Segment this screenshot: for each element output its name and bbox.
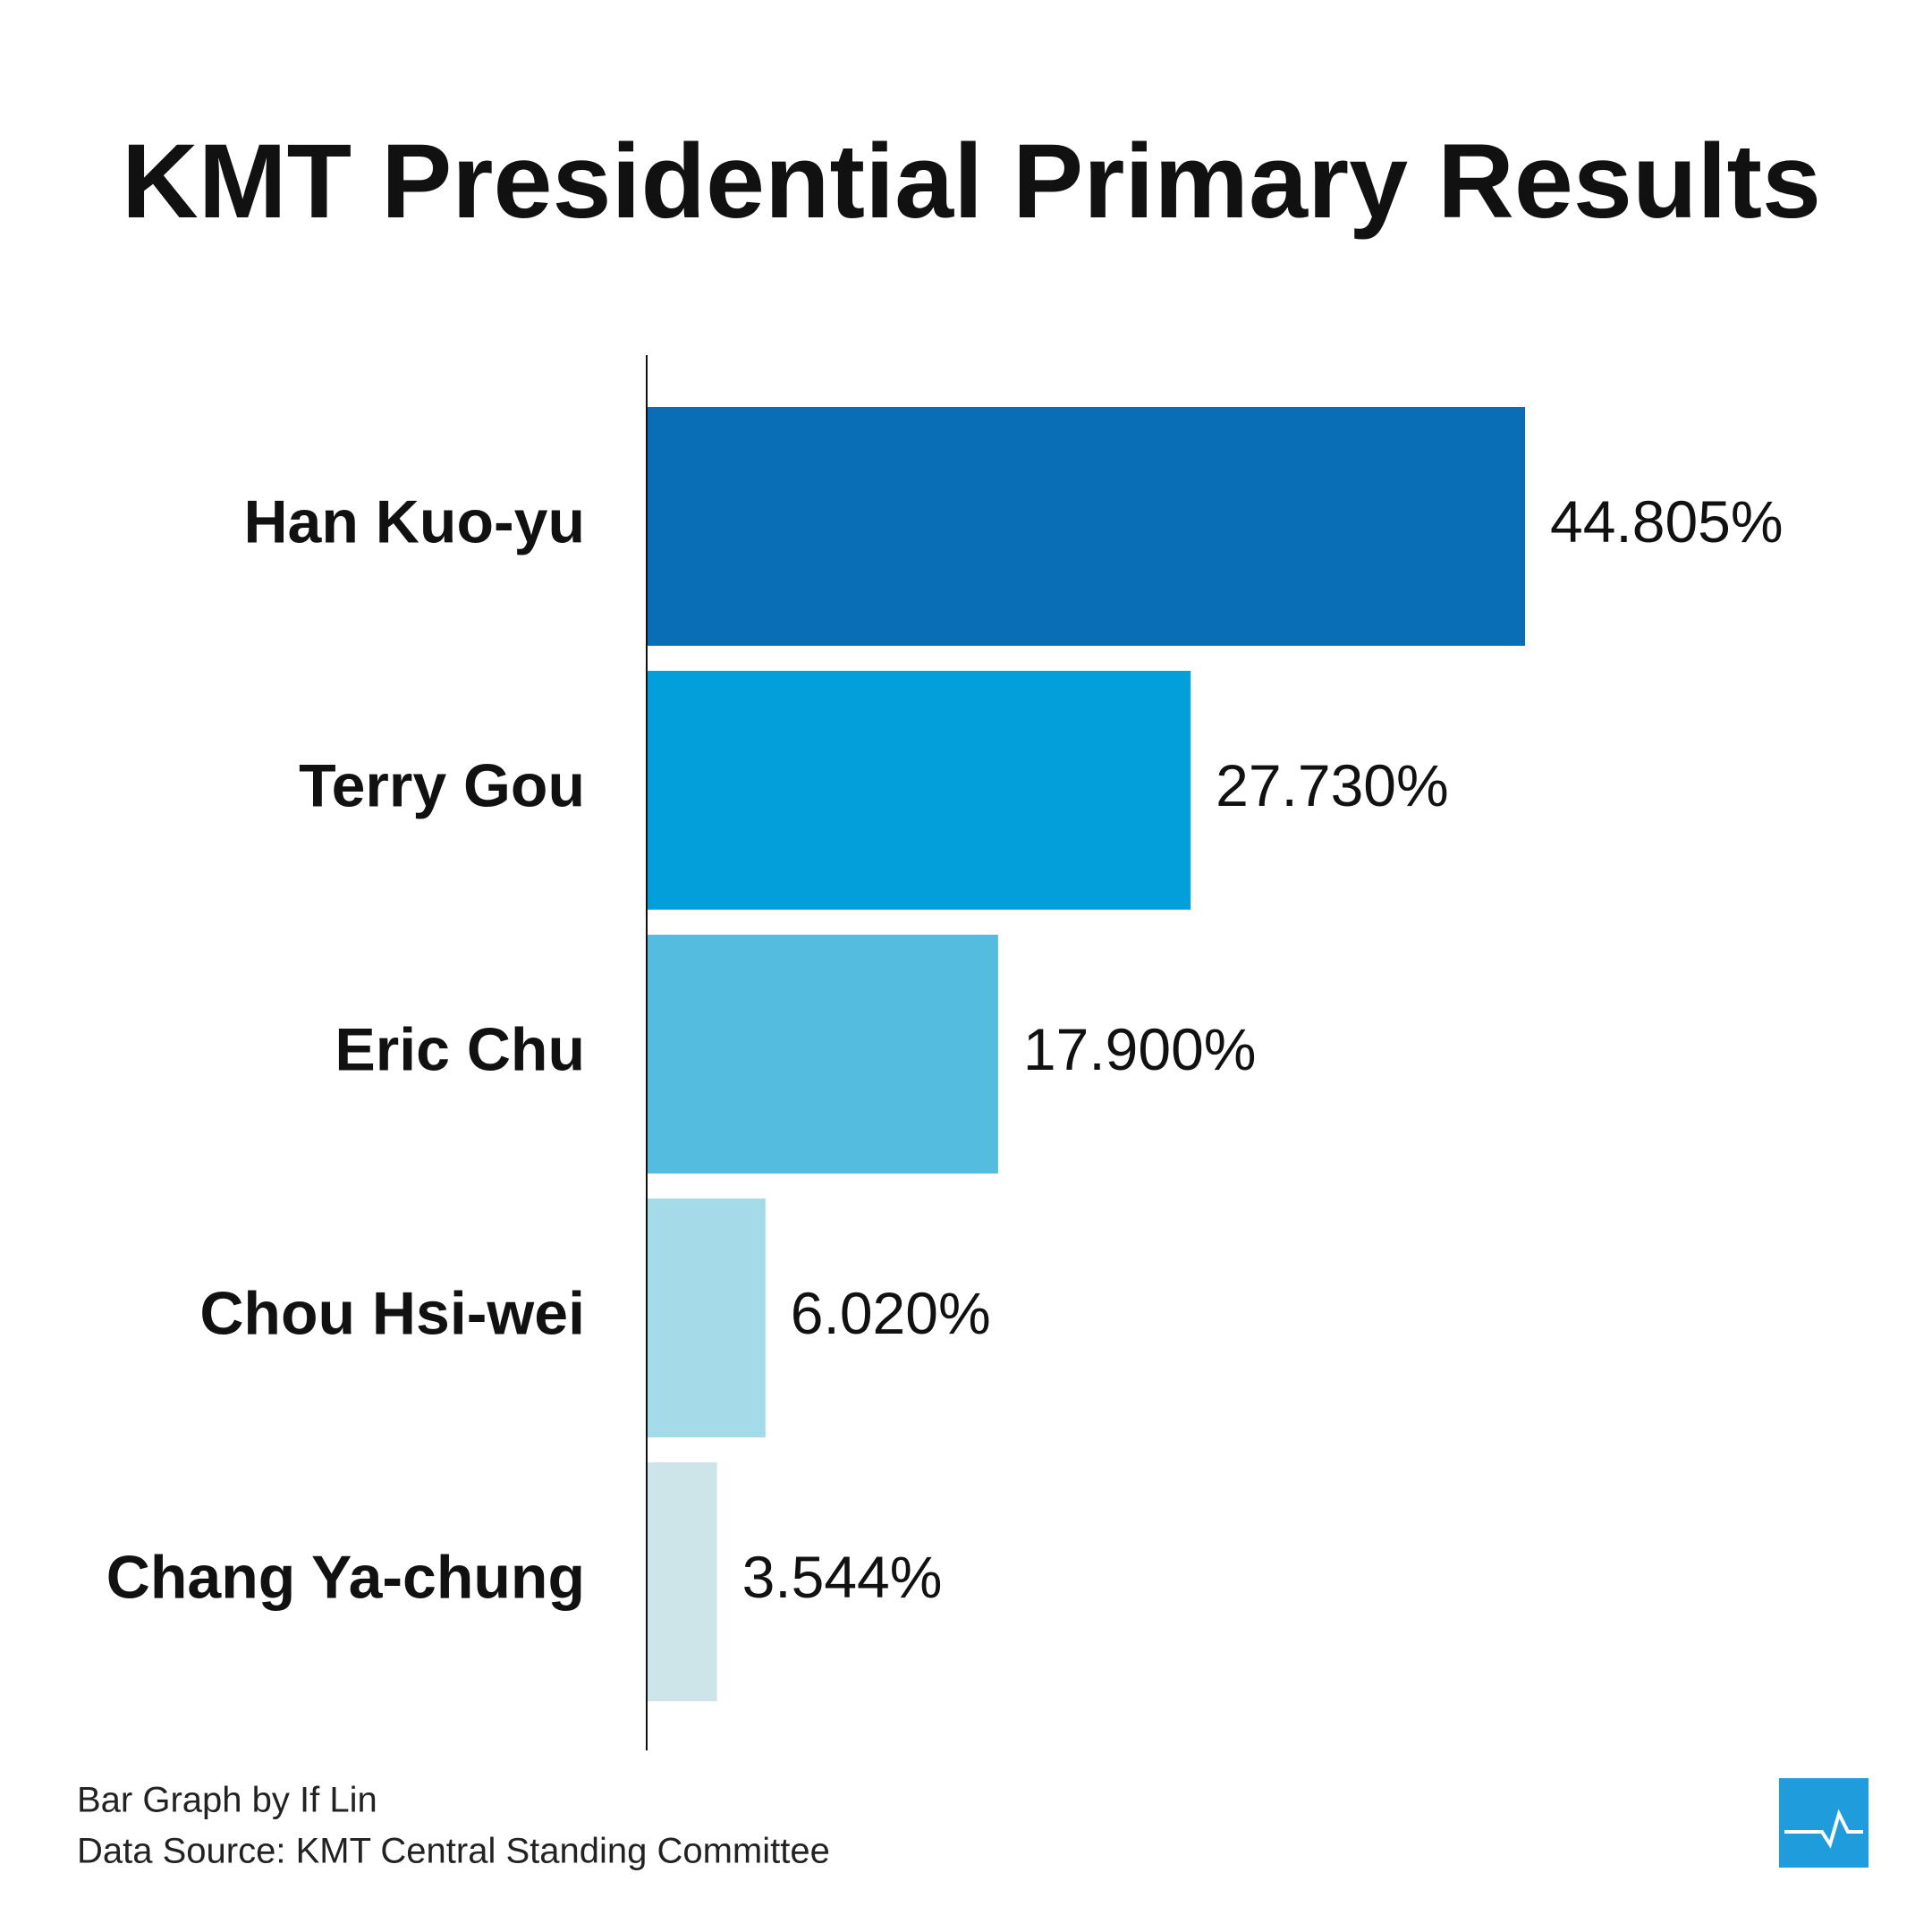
bar	[648, 1199, 766, 1437]
value-label: 44.805%	[1550, 488, 1784, 555]
chart-title: KMT Presidential Primary Results	[122, 123, 1821, 241]
bar	[648, 671, 1191, 910]
credit: Bar Graph by If Lin	[77, 1781, 377, 1820]
bar	[648, 935, 998, 1174]
logo	[1779, 1778, 1868, 1868]
value-label: 27.730%	[1216, 752, 1449, 818]
value-label: 3.544%	[742, 1544, 943, 1610]
category-label: Chang Ya-chung	[106, 1543, 585, 1611]
logo-box	[1779, 1778, 1868, 1868]
bar	[648, 407, 1525, 646]
category-label: Terry Gou	[299, 751, 585, 819]
value-label: 6.020%	[791, 1280, 991, 1346]
bar	[648, 1462, 717, 1701]
category-label: Eric Chu	[335, 1015, 585, 1083]
logo-pulse	[1784, 1809, 1863, 1849]
category-label: Han Kuo-yu	[243, 487, 585, 555]
value-label: 17.900%	[1023, 1016, 1257, 1082]
source: Data Source: KMT Central Standing Commit…	[77, 1832, 830, 1871]
category-label: Chou Hsi-wei	[199, 1279, 585, 1347]
